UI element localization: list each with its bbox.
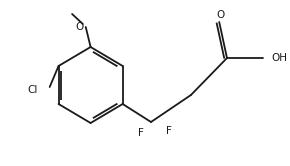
Text: OH: OH [272, 53, 288, 63]
Text: O: O [216, 10, 224, 20]
Text: Cl: Cl [27, 85, 37, 95]
Text: F: F [138, 128, 144, 138]
Text: F: F [166, 126, 171, 136]
Text: O: O [76, 22, 84, 32]
